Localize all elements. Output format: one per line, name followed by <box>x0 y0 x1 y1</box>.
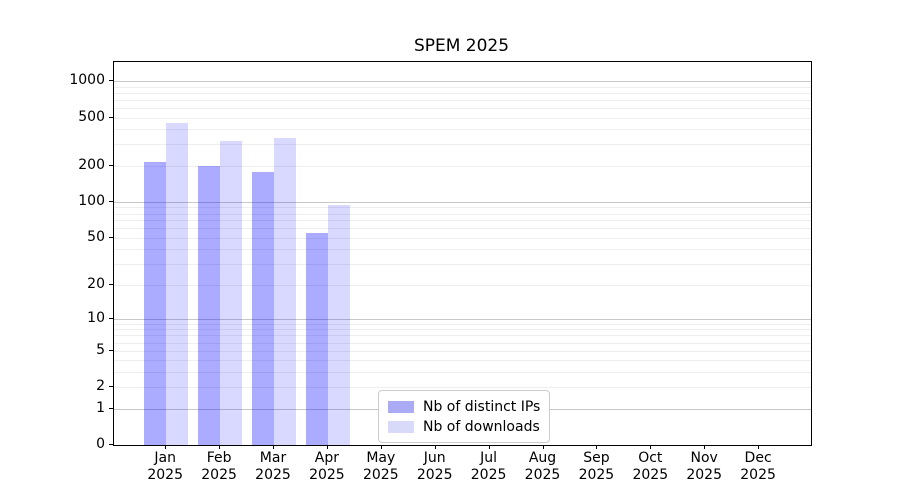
x-tick-mark <box>650 445 652 449</box>
legend-swatch-distinct-ips <box>388 400 414 413</box>
gridline-minor <box>114 323 811 325</box>
y-tick-mark <box>109 444 113 445</box>
y-tick-label: 10 <box>87 309 105 326</box>
gridline-minor <box>114 129 811 131</box>
gridline-minor <box>114 86 811 88</box>
x-tick-label: Mar 2025 <box>255 450 291 483</box>
bar-downloads <box>274 138 296 445</box>
y-tick-label: 1 <box>96 399 105 416</box>
bar-downloads <box>220 140 243 445</box>
chart-title: SPEM 2025 <box>413 36 510 56</box>
legend-label-distinct-ips: Nb of distinct IPs <box>423 398 541 415</box>
gridline-major <box>114 201 811 203</box>
y-tick-mark <box>109 283 113 285</box>
y-tick-mark <box>109 386 113 388</box>
y-tick-label: 100 <box>78 192 105 209</box>
x-tick-mark <box>273 445 274 449</box>
x-tick-label: Jun 2025 <box>416 450 453 483</box>
x-tick-label: Aug 2025 <box>524 450 561 483</box>
y-tick-label: 200 <box>78 156 105 173</box>
legend-item-distinct-ips: Nb of distinct IPs <box>388 397 545 416</box>
y-tick-mark <box>109 407 113 409</box>
gridline-minor <box>114 237 811 239</box>
x-tick-mark <box>542 445 544 449</box>
gridline-minor <box>114 284 811 286</box>
bar-distinct-ips <box>198 165 221 445</box>
y-tick-label: 5 <box>96 341 105 358</box>
gridline-minor <box>114 144 811 146</box>
x-tick-mark <box>704 445 706 449</box>
x-tick-label: Nov 2025 <box>686 450 722 483</box>
x-tick-mark <box>758 445 760 449</box>
legend-label-downloads: Nb of downloads <box>423 418 540 435</box>
x-tick-label: Dec 2025 <box>740 450 776 483</box>
x-tick-label: Jul 2025 <box>470 450 507 483</box>
legend-swatch-downloads <box>388 420 414 433</box>
x-tick-label: Apr 2025 <box>309 450 345 483</box>
y-tick-label: 0 <box>96 436 105 452</box>
y-tick-label: 500 <box>78 108 105 125</box>
y-tick-mark <box>109 164 113 166</box>
x-tick-mark <box>380 445 382 449</box>
y-tick-mark <box>109 349 113 351</box>
gridline-minor <box>114 360 811 362</box>
gridline-major <box>114 318 811 320</box>
y-tick-mark <box>109 236 113 238</box>
y-tick-mark <box>109 80 113 81</box>
y-tick-mark <box>109 200 113 202</box>
plot-area <box>113 61 812 446</box>
bar-downloads <box>327 205 350 445</box>
x-tick-mark <box>165 445 167 449</box>
y-tick-label: 20 <box>87 275 105 292</box>
gridline-minor <box>114 107 811 109</box>
gridline-minor <box>114 335 811 337</box>
gridline-minor <box>114 372 811 373</box>
bar-distinct-ips <box>144 162 167 445</box>
gridline-minor <box>114 387 811 389</box>
x-tick-label: Oct 2025 <box>632 450 669 483</box>
gridline-minor <box>114 350 811 352</box>
x-tick-mark <box>596 445 598 449</box>
bar-distinct-ips <box>252 172 274 445</box>
x-tick-label: Feb 2025 <box>201 450 237 483</box>
bar-distinct-ips <box>305 232 328 445</box>
gridline-minor <box>114 249 811 251</box>
gridline-minor <box>114 213 811 215</box>
legend: Nb of distinct IPs Nb of downloads <box>378 390 550 443</box>
gridline-minor <box>114 329 811 331</box>
gridline-minor <box>114 220 811 222</box>
y-tick-mark <box>109 317 113 319</box>
x-tick-label: Jan 2025 <box>147 450 183 483</box>
gridline-minor <box>114 99 811 101</box>
x-tick-mark <box>219 445 221 449</box>
x-tick-mark <box>326 445 328 449</box>
y-tick-mark <box>109 116 113 118</box>
gridline-minor <box>114 264 811 266</box>
gridline-minor <box>114 207 811 209</box>
gridline-minor <box>114 92 811 94</box>
gridline-minor <box>114 117 811 119</box>
x-tick-mark <box>434 445 436 449</box>
y-tick-label: 2 <box>96 378 105 395</box>
bar-downloads <box>166 123 189 445</box>
x-tick-label: Sep 2025 <box>578 450 615 483</box>
y-tick-label: 1000 <box>69 72 105 88</box>
gridline-minor <box>114 342 811 344</box>
y-tick-label: 50 <box>87 228 105 245</box>
legend-item-downloads: Nb of downloads <box>388 417 545 436</box>
gridline-minor <box>114 228 811 230</box>
x-tick-mark <box>488 445 490 449</box>
gridline-major <box>114 81 811 82</box>
gridline-minor <box>114 165 811 167</box>
x-tick-label: May 2025 <box>362 450 399 483</box>
